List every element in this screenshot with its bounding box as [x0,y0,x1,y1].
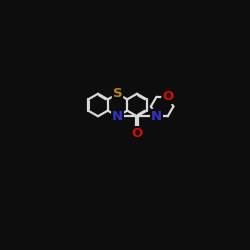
Text: N: N [112,110,123,123]
Text: O: O [162,90,173,103]
Text: N: N [151,110,162,123]
Text: S: S [113,87,122,100]
Text: O: O [132,127,142,140]
